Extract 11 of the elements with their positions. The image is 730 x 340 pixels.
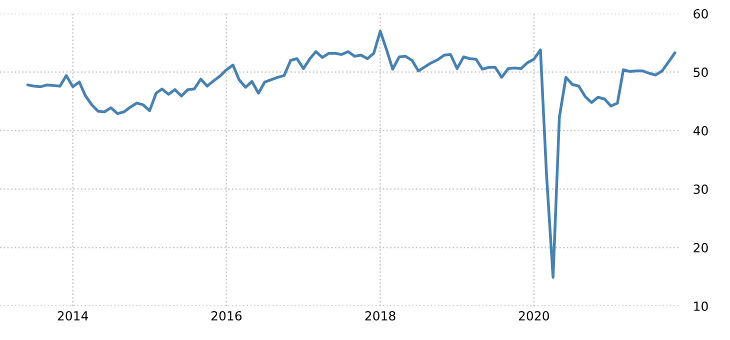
y-tick-label: 10 (694, 301, 708, 311)
x-tick-label: 2016 (211, 311, 242, 321)
y-tick-label: 20 (694, 242, 708, 252)
x-tick-label: 2018 (365, 311, 396, 321)
y-tick-label: 30 (694, 184, 708, 194)
line-series (26, 30, 676, 279)
y-tick-label: 40 (693, 126, 708, 136)
y-tick-label: 50 (694, 68, 708, 78)
y-tick-label: 60 (694, 9, 708, 19)
x-tick-label: 2014 (58, 311, 88, 321)
x-tick-label: 2020 (518, 311, 549, 321)
